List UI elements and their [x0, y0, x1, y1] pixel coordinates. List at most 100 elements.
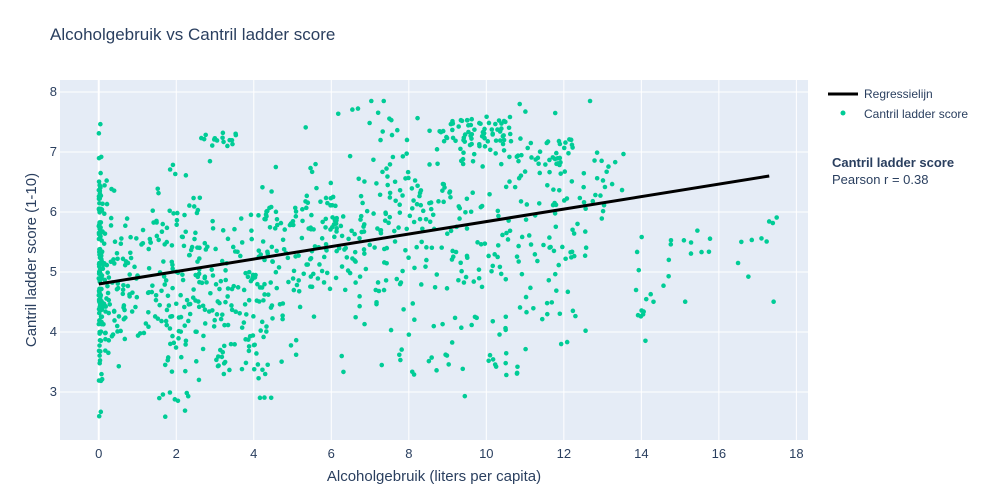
scatter-point[interactable] — [97, 200, 102, 206]
scatter-point[interactable] — [166, 303, 172, 308]
scatter-point[interactable] — [336, 245, 342, 251]
scatter-point[interactable] — [490, 132, 495, 137]
scatter-point[interactable] — [357, 235, 362, 241]
scatter-point[interactable] — [248, 212, 254, 218]
scatter-point[interactable] — [274, 285, 280, 291]
scatter-point[interactable] — [515, 153, 521, 158]
scatter-point[interactable] — [106, 350, 111, 356]
scatter-point[interactable] — [551, 248, 557, 254]
scatter-point[interactable] — [218, 278, 224, 284]
scatter-point[interactable] — [476, 275, 482, 281]
scatter-point[interactable] — [563, 256, 568, 262]
scatter-point[interactable] — [661, 283, 666, 288]
scatter-point[interactable] — [97, 268, 103, 274]
scatter-point[interactable] — [341, 369, 346, 375]
scatter-point[interactable] — [458, 117, 464, 123]
scatter-point[interactable] — [531, 305, 536, 311]
scatter-point[interactable] — [490, 318, 496, 324]
scatter-point[interactable] — [321, 280, 327, 285]
scatter-point[interactable] — [556, 187, 562, 193]
scatter-point[interactable] — [211, 324, 217, 329]
scatter-point[interactable] — [195, 207, 201, 213]
scatter-point[interactable] — [116, 314, 122, 319]
scatter-point[interactable] — [387, 195, 393, 200]
scatter-point[interactable] — [157, 302, 162, 308]
scatter-point[interactable] — [469, 116, 475, 122]
scatter-point[interactable] — [566, 150, 571, 156]
scatter-point[interactable] — [210, 226, 216, 231]
scatter-point[interactable] — [440, 188, 445, 193]
scatter-point[interactable] — [293, 214, 299, 219]
scatter-point[interactable] — [382, 218, 388, 223]
scatter-point[interactable] — [525, 145, 530, 151]
scatter-point[interactable] — [746, 274, 751, 279]
scatter-point[interactable] — [434, 368, 439, 373]
scatter-point[interactable] — [526, 233, 532, 238]
scatter-point[interactable] — [104, 201, 110, 207]
scatter-point[interactable] — [96, 196, 102, 202]
scatter-point[interactable] — [97, 360, 102, 366]
scatter-point[interactable] — [495, 243, 501, 248]
scatter-point[interactable] — [96, 155, 102, 161]
scatter-point[interactable] — [184, 297, 190, 303]
scatter-point[interactable] — [612, 159, 618, 165]
scatter-point[interactable] — [682, 299, 688, 304]
scatter-point[interactable] — [176, 336, 181, 341]
scatter-point[interactable] — [362, 251, 367, 256]
scatter-point[interactable] — [606, 164, 611, 169]
scatter-point[interactable] — [551, 187, 556, 192]
scatter-point[interactable] — [507, 179, 512, 184]
scatter-point[interactable] — [193, 272, 198, 278]
scatter-point[interactable] — [170, 162, 176, 168]
scatter-point[interactable] — [323, 225, 328, 230]
scatter-point[interactable] — [459, 325, 464, 331]
scatter-point[interactable] — [242, 302, 248, 307]
scatter-point[interactable] — [569, 179, 575, 184]
scatter-point[interactable] — [557, 155, 563, 161]
scatter-point[interactable] — [102, 261, 107, 266]
scatter-point[interactable] — [260, 367, 265, 373]
scatter-point[interactable] — [241, 320, 247, 325]
scatter-point[interactable] — [102, 211, 107, 217]
scatter-point[interactable] — [152, 314, 158, 319]
scatter-point[interactable] — [172, 171, 178, 177]
scatter-point[interactable] — [290, 276, 296, 281]
scatter-point[interactable] — [339, 233, 345, 239]
legend-item-regression[interactable]: Regressielijn — [828, 87, 933, 101]
scatter-point[interactable] — [221, 371, 227, 377]
scatter-point[interactable] — [558, 341, 564, 347]
scatter-point[interactable] — [314, 185, 319, 191]
scatter-point[interactable] — [204, 280, 209, 285]
scatter-point[interactable] — [186, 252, 192, 258]
scatter-point[interactable] — [486, 120, 492, 126]
scatter-point[interactable] — [441, 199, 446, 205]
scatter-point[interactable] — [153, 293, 159, 298]
scatter-point[interactable] — [293, 209, 299, 214]
scatter-point[interactable] — [567, 137, 572, 142]
scatter-point[interactable] — [196, 304, 202, 310]
scatter-point[interactable] — [262, 292, 267, 297]
scatter-point[interactable] — [681, 238, 687, 243]
scatter-point[interactable] — [465, 118, 470, 123]
scatter-point[interactable] — [161, 259, 166, 264]
scatter-point[interactable] — [256, 248, 262, 253]
scatter-point[interactable] — [569, 142, 575, 148]
scatter-point[interactable] — [143, 321, 149, 326]
scatter-point[interactable] — [98, 409, 104, 415]
scatter-point[interactable] — [507, 131, 513, 137]
scatter-point[interactable] — [320, 219, 325, 225]
scatter-point[interactable] — [266, 292, 271, 297]
scatter-point[interactable] — [214, 357, 219, 363]
scatter-point[interactable] — [386, 220, 391, 226]
scatter-point[interactable] — [524, 309, 529, 315]
scatter-point[interactable] — [503, 184, 509, 190]
scatter-point[interactable] — [323, 216, 329, 222]
scatter-point[interactable] — [229, 303, 234, 308]
scatter-point[interactable] — [448, 228, 454, 234]
scatter-point[interactable] — [163, 318, 169, 324]
scatter-point[interactable] — [237, 310, 242, 316]
scatter-point[interactable] — [583, 245, 589, 251]
scatter-point[interactable] — [367, 242, 373, 248]
scatter-point[interactable] — [323, 241, 329, 247]
scatter-point[interactable] — [125, 283, 131, 289]
